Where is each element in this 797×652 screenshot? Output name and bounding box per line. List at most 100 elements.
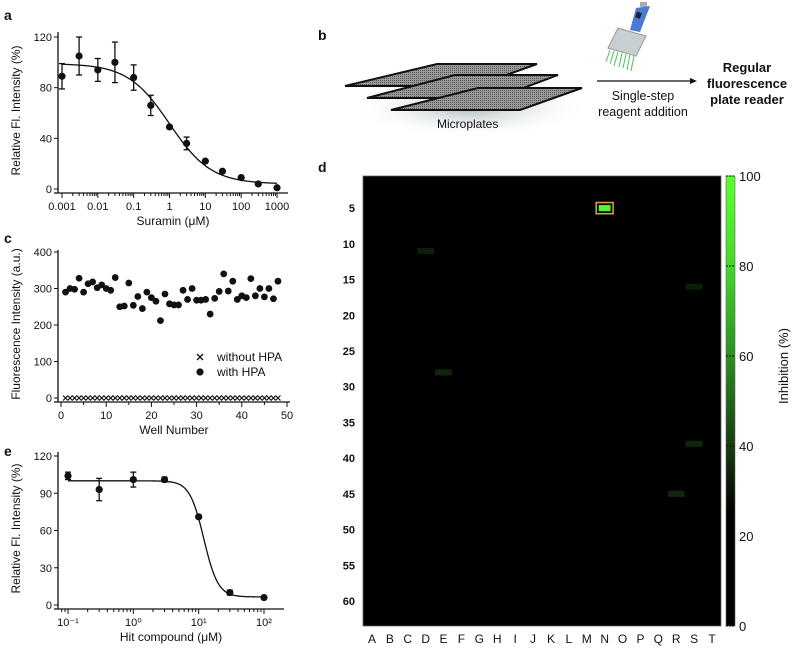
data-point	[237, 174, 245, 182]
colorbar-tick-label: 20	[739, 529, 753, 544]
legend-marker-circle	[196, 368, 204, 376]
data-point-with-hpa	[202, 296, 210, 303]
data-point-with-hpa	[184, 296, 191, 303]
data-point	[129, 475, 137, 484]
data-point-with-hpa	[161, 290, 169, 298]
data-point-with-hpa	[75, 274, 83, 282]
column-label: A	[368, 632, 376, 646]
data-point	[58, 72, 66, 80]
x-tick-label: 20	[145, 410, 157, 422]
heatmap-background	[362, 175, 722, 627]
row-label: 50	[343, 525, 355, 537]
y-tick-label: 100	[34, 357, 52, 369]
x-tick-label: 30	[190, 410, 202, 422]
data-point-without-hpa	[234, 395, 241, 401]
data-point-without-hpa	[98, 395, 105, 401]
colorbar-tick-label: 80	[739, 259, 753, 274]
row-label: 45	[343, 489, 355, 501]
panel-label-a: a	[4, 7, 12, 23]
data-point-with-hpa	[256, 285, 264, 292]
x-tick-label: 50	[281, 410, 293, 422]
data-point-without-hpa	[143, 395, 150, 401]
data-point-with-hpa	[265, 285, 273, 292]
data-point-with-hpa	[157, 317, 164, 325]
data-point	[95, 485, 103, 494]
column-label: J	[530, 632, 536, 646]
data-point-without-hpa	[265, 395, 272, 401]
data-point-without-hpa	[112, 395, 119, 401]
data-point	[201, 157, 209, 165]
data-point-without-hpa	[193, 395, 200, 401]
legend-marker-x	[196, 353, 204, 361]
column-label: G	[475, 632, 484, 646]
data-point-without-hpa	[157, 395, 164, 401]
colorbar	[725, 175, 736, 627]
data-point-without-hpa	[67, 395, 73, 401]
x-axis-label: Suramin (μM)	[137, 214, 210, 228]
data-point	[273, 184, 281, 192]
heatmap-cell	[667, 490, 685, 497]
data-point-without-hpa	[184, 395, 191, 401]
x-tick-label: 10¹	[191, 617, 207, 629]
workflow-diagram: Microplates Single-step reagent addition…	[344, 2, 787, 138]
data-point-with-hpa	[111, 274, 119, 281]
legend-label: with HPA	[216, 365, 265, 379]
heatmap-cell-hit	[598, 205, 611, 212]
data-point-with-hpa	[211, 294, 219, 302]
y-tick-label: 0	[46, 600, 52, 612]
data-point-without-hpa	[202, 395, 209, 401]
y-axis-label: Relative Fl. Intensity (%)	[9, 463, 23, 593]
data-point-without-hpa	[243, 395, 250, 401]
column-label: R	[672, 632, 681, 646]
data-point-without-hpa	[89, 395, 96, 401]
data-point-without-hpa	[85, 395, 92, 401]
x-tick-label: 1000	[265, 201, 289, 213]
data-point-without-hpa	[261, 395, 268, 401]
data-point-without-hpa	[71, 395, 78, 401]
data-point-without-hpa	[207, 395, 214, 401]
data-point-with-hpa	[148, 294, 155, 302]
data-point-with-hpa	[251, 292, 259, 300]
row-label: 60	[343, 596, 355, 608]
data-point-without-hpa	[148, 395, 155, 401]
data-point-without-hpa	[175, 395, 182, 401]
y-tick-label: 0	[46, 393, 52, 405]
data-point-without-hpa	[139, 395, 146, 401]
y-tick-label: 0	[46, 184, 52, 196]
x-tick-label: 0.01	[87, 201, 108, 213]
y-axis-label: Relative Fl. Intensity (%)	[9, 45, 23, 175]
data-point-without-hpa	[103, 395, 110, 401]
y-tick-label: 200	[34, 320, 52, 332]
heatmap-cell	[417, 247, 435, 255]
data-point-without-hpa	[121, 395, 128, 401]
column-label: N	[600, 632, 609, 646]
data-point-without-hpa	[211, 395, 218, 401]
data-point-with-hpa	[175, 301, 182, 309]
data-point-with-hpa	[247, 275, 255, 283]
fit-curve	[68, 480, 265, 598]
y-tick-label: 120	[34, 32, 52, 44]
chart-a-suramin-dose-response: 0 40 80 120 0.001 0.01 0.1 1 10 100 1000 Suramin (μ…	[9, 32, 289, 228]
data-point	[218, 167, 227, 175]
chart-d-inhibition-heatmap: A B C D E F G H I J K L M N O P Q R S T 5 10 15 20 25 30 35 40 45 50 5…	[343, 169, 791, 646]
x-tick-label: 10	[100, 410, 112, 422]
x-tick-label: 100	[232, 201, 250, 213]
reader-label-1: Regular	[723, 60, 771, 75]
colorbar-tick-label: 60	[739, 349, 753, 364]
colorbar-label: Inhibition (%)	[776, 328, 791, 404]
row-label: 40	[343, 453, 355, 465]
heatmap-cell	[435, 369, 452, 376]
x-tick-label: 0.001	[48, 201, 76, 213]
data-point-without-hpa	[76, 395, 83, 401]
data-point-without-hpa	[270, 395, 277, 401]
data-point-with-hpa	[62, 288, 69, 296]
x-axis-label: Well Number	[139, 423, 208, 437]
data-point	[182, 139, 191, 147]
x-tick-label: 10⁻¹	[57, 617, 79, 629]
y-tick-label: 120	[34, 451, 52, 463]
x-tick-label: 10⁰	[125, 617, 142, 629]
y-tick-label: 90	[40, 488, 52, 500]
data-point	[165, 123, 174, 131]
panel-label-e: e	[4, 443, 12, 459]
